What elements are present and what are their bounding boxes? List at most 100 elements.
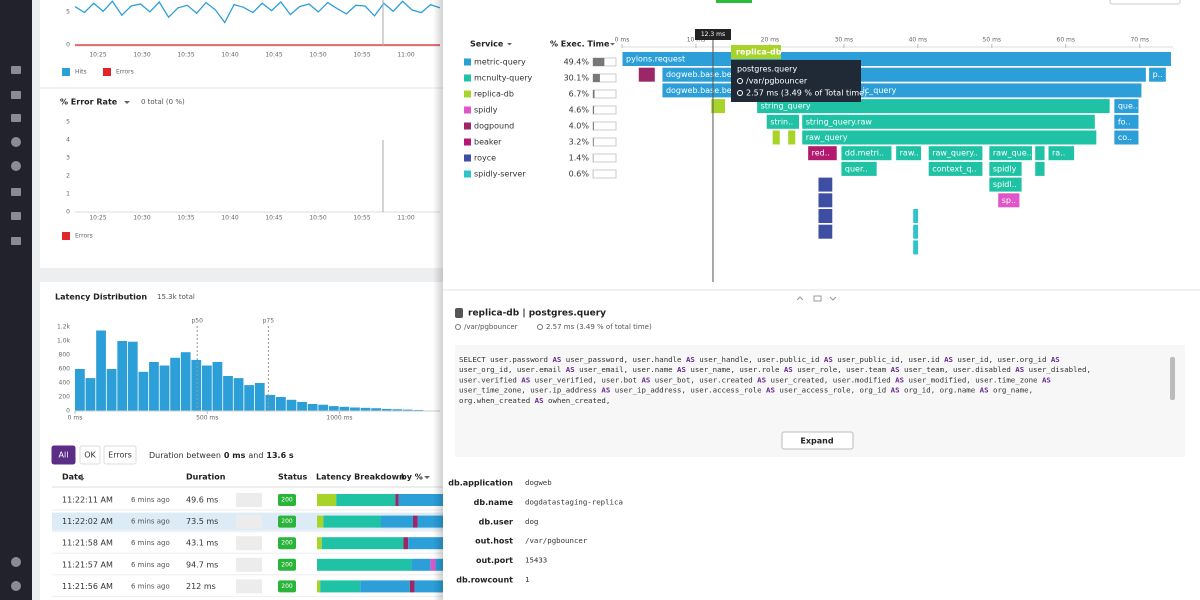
nav-icon[interactable] <box>11 237 21 245</box>
span-bar[interactable] <box>841 146 892 161</box>
span-label[interactable]: spidl.. <box>993 180 1017 189</box>
span-bar[interactable] <box>818 177 833 192</box>
service-name[interactable]: spidly <box>474 106 498 115</box>
span-bar[interactable] <box>913 240 919 255</box>
cell-date[interactable]: 11:21:56 AM <box>62 582 113 591</box>
span-bar[interactable] <box>913 224 919 239</box>
service-name[interactable]: beaker <box>474 138 502 147</box>
span-bar[interactable] <box>859 83 1142 98</box>
span-bar[interactable] <box>772 130 780 145</box>
cell-date[interactable]: 11:21:57 AM <box>62 560 113 569</box>
span-label[interactable]: raw_query <box>806 133 848 142</box>
service-name[interactable]: royce <box>474 154 496 163</box>
span-bar[interactable] <box>788 130 796 145</box>
filter-button[interactable] <box>103 445 137 465</box>
span-bar[interactable] <box>662 67 734 82</box>
span-bar[interactable] <box>896 146 922 161</box>
filter-button[interactable] <box>79 445 101 465</box>
span-bar[interactable] <box>1114 114 1139 129</box>
span-bar[interactable] <box>1048 146 1075 161</box>
span-label[interactable]: context_q.. <box>932 164 976 173</box>
span-bar[interactable] <box>711 99 726 114</box>
span-bar[interactable] <box>662 83 734 98</box>
span-bar[interactable] <box>808 146 837 161</box>
span-bar[interactable] <box>622 52 1172 66</box>
span-label[interactable]: pylons.request <box>626 55 685 64</box>
span-label[interactable]: raw_query.. <box>932 149 978 158</box>
filter-button[interactable] <box>51 445 76 465</box>
span-bar[interactable] <box>1035 146 1045 161</box>
nav-icon[interactable] <box>11 91 21 99</box>
service-name[interactable]: metric-query <box>474 58 526 67</box>
nav-icon[interactable] <box>11 188 21 196</box>
span-bar[interactable] <box>1114 99 1139 114</box>
span-bar[interactable] <box>989 177 1022 192</box>
span-label[interactable]: red.. <box>812 149 830 158</box>
nav-icon[interactable] <box>11 114 21 122</box>
span-label[interactable]: strin.. <box>770 117 793 126</box>
filter-button-label[interactable]: All <box>59 451 69 460</box>
span-bar[interactable] <box>818 193 833 208</box>
span-bar[interactable] <box>989 161 1022 176</box>
collapse-up[interactable] <box>796 296 804 301</box>
filter-button-label[interactable]: Errors <box>108 451 132 460</box>
nav-icon[interactable] <box>11 161 21 171</box>
column-header[interactable]: Status <box>278 473 308 482</box>
cell-date[interactable]: 11:22:02 AM <box>62 517 113 526</box>
span-bar[interactable] <box>928 161 983 176</box>
span-label[interactable]: dogweb.base.be <box>666 70 732 79</box>
top-button[interactable] <box>1109 0 1181 5</box>
span-bar[interactable] <box>928 146 983 161</box>
column-header[interactable]: % Exec. Time <box>550 40 610 49</box>
span-label[interactable]: dd.metri.. <box>845 149 884 158</box>
span-bar[interactable] <box>818 209 833 223</box>
filter-button-label[interactable]: OK <box>84 451 96 460</box>
span-label[interactable]: p.. <box>1153 70 1163 79</box>
column-header[interactable]: Duration <box>186 473 226 482</box>
cell-date[interactable]: 11:22:11 AM <box>62 496 113 505</box>
span-label[interactable]: raw_que.. <box>993 149 1032 158</box>
column-header[interactable]: Latency Breakdown <box>316 473 405 482</box>
collapse-down[interactable] <box>829 296 837 301</box>
span-label[interactable]: sp.. <box>1002 196 1016 205</box>
span-bar[interactable] <box>818 224 833 239</box>
nav-icon[interactable] <box>11 66 21 74</box>
span-bar[interactable] <box>766 114 800 129</box>
span-label[interactable]: dogweb.base.be <box>666 86 732 95</box>
span-bar[interactable] <box>802 130 1097 145</box>
nav-icon[interactable] <box>11 212 21 220</box>
span-label[interactable]: que.. <box>1118 102 1138 111</box>
cell-date[interactable]: 11:21:58 AM <box>62 539 113 548</box>
help-icon[interactable] <box>11 557 21 567</box>
span-label[interactable]: ic_query <box>863 86 897 95</box>
span-bar[interactable] <box>998 193 1020 208</box>
service-name[interactable]: dogpound <box>474 122 514 131</box>
span-bar[interactable] <box>989 146 1032 161</box>
column-header[interactable]: Date <box>62 473 84 482</box>
span-label[interactable]: spidly <box>993 164 1017 173</box>
service-name[interactable]: spidly-server <box>474 170 526 179</box>
span-bar[interactable] <box>757 99 1110 114</box>
span-label[interactable]: co.. <box>1118 133 1132 142</box>
span-bar[interactable] <box>802 114 1095 129</box>
span-label[interactable]: fo.. <box>1118 117 1131 126</box>
span-bar[interactable] <box>1149 67 1166 82</box>
service-name[interactable]: replica-db <box>474 90 514 99</box>
nav-icon[interactable] <box>11 137 21 147</box>
expand-button-label[interactable]: Expand <box>800 437 833 446</box>
scrollbar[interactable] <box>1170 357 1175 400</box>
span-label[interactable]: string_query <box>761 102 811 111</box>
span-bar[interactable] <box>638 67 655 82</box>
span-bar[interactable] <box>1114 130 1139 145</box>
span-label[interactable]: raw.. <box>900 149 919 158</box>
column-header[interactable]: Service <box>470 40 504 49</box>
span-label[interactable]: quer.. <box>845 164 868 173</box>
span-label[interactable]: ra.. <box>1052 149 1065 158</box>
span-bar[interactable] <box>1035 161 1045 176</box>
span-bar[interactable] <box>913 209 919 223</box>
service-name[interactable]: mcnulty-query <box>474 74 533 83</box>
span-bar[interactable] <box>841 161 877 176</box>
span-label[interactable]: string_query.raw <box>806 117 873 126</box>
column-header[interactable]: by % <box>401 473 423 482</box>
expand-button[interactable] <box>781 431 854 450</box>
